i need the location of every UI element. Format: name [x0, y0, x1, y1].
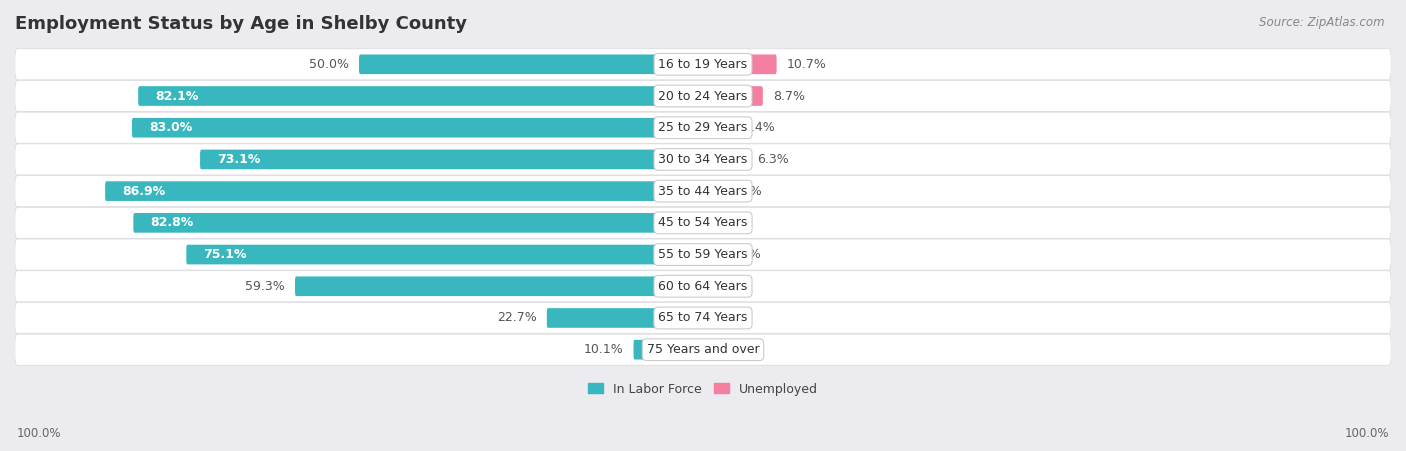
FancyBboxPatch shape [703, 55, 776, 74]
Text: 55 to 59 Years: 55 to 59 Years [658, 248, 748, 261]
FancyBboxPatch shape [703, 150, 747, 169]
Text: 86.9%: 86.9% [122, 184, 166, 198]
FancyBboxPatch shape [359, 55, 703, 74]
Text: 10.7%: 10.7% [787, 58, 827, 71]
Text: 50.0%: 50.0% [309, 58, 349, 71]
FancyBboxPatch shape [15, 271, 1391, 302]
Text: 45 to 54 Years: 45 to 54 Years [658, 216, 748, 230]
Text: 16 to 19 Years: 16 to 19 Years [658, 58, 748, 71]
FancyBboxPatch shape [703, 308, 711, 328]
Text: 83.0%: 83.0% [149, 121, 193, 134]
FancyBboxPatch shape [703, 118, 734, 138]
Text: 8.7%: 8.7% [773, 89, 806, 102]
FancyBboxPatch shape [295, 276, 703, 296]
FancyBboxPatch shape [703, 213, 706, 233]
Text: 0.0%: 0.0% [713, 343, 745, 356]
FancyBboxPatch shape [547, 308, 703, 328]
FancyBboxPatch shape [200, 150, 703, 169]
FancyBboxPatch shape [634, 340, 703, 359]
Text: 60 to 64 Years: 60 to 64 Years [658, 280, 748, 293]
FancyBboxPatch shape [703, 181, 720, 201]
FancyBboxPatch shape [15, 112, 1391, 143]
FancyBboxPatch shape [134, 213, 703, 233]
Text: 73.1%: 73.1% [218, 153, 260, 166]
FancyBboxPatch shape [187, 245, 703, 264]
FancyBboxPatch shape [15, 80, 1391, 111]
Text: 2.3%: 2.3% [730, 248, 761, 261]
Text: 1.1%: 1.1% [721, 280, 752, 293]
Text: 30 to 34 Years: 30 to 34 Years [658, 153, 748, 166]
FancyBboxPatch shape [15, 144, 1391, 175]
Text: 82.8%: 82.8% [150, 216, 194, 230]
Text: 22.7%: 22.7% [496, 312, 537, 324]
FancyBboxPatch shape [15, 303, 1391, 333]
Text: 59.3%: 59.3% [245, 280, 284, 293]
Text: 75 Years and over: 75 Years and over [647, 343, 759, 356]
Text: 20 to 24 Years: 20 to 24 Years [658, 89, 748, 102]
FancyBboxPatch shape [105, 181, 703, 201]
Text: 4.4%: 4.4% [744, 121, 775, 134]
Text: 25 to 29 Years: 25 to 29 Years [658, 121, 748, 134]
FancyBboxPatch shape [15, 334, 1391, 365]
FancyBboxPatch shape [132, 118, 703, 138]
FancyBboxPatch shape [138, 86, 703, 106]
Text: 65 to 74 Years: 65 to 74 Years [658, 312, 748, 324]
FancyBboxPatch shape [15, 175, 1391, 207]
FancyBboxPatch shape [15, 49, 1391, 80]
Legend: In Labor Force, Unemployed: In Labor Force, Unemployed [583, 377, 823, 400]
Text: 82.1%: 82.1% [155, 89, 198, 102]
Text: 1.2%: 1.2% [721, 312, 754, 324]
Text: 100.0%: 100.0% [17, 427, 62, 440]
FancyBboxPatch shape [15, 239, 1391, 270]
Text: Employment Status by Age in Shelby County: Employment Status by Age in Shelby Count… [15, 15, 467, 33]
FancyBboxPatch shape [15, 207, 1391, 239]
FancyBboxPatch shape [703, 86, 763, 106]
Text: 10.1%: 10.1% [583, 343, 623, 356]
FancyBboxPatch shape [703, 245, 718, 264]
Text: 35 to 44 Years: 35 to 44 Years [658, 184, 748, 198]
Text: 75.1%: 75.1% [204, 248, 247, 261]
Text: 6.3%: 6.3% [756, 153, 789, 166]
FancyBboxPatch shape [703, 276, 710, 296]
Text: Source: ZipAtlas.com: Source: ZipAtlas.com [1260, 16, 1385, 29]
Text: 0.4%: 0.4% [716, 216, 748, 230]
Text: 2.4%: 2.4% [730, 184, 762, 198]
Text: 100.0%: 100.0% [1344, 427, 1389, 440]
